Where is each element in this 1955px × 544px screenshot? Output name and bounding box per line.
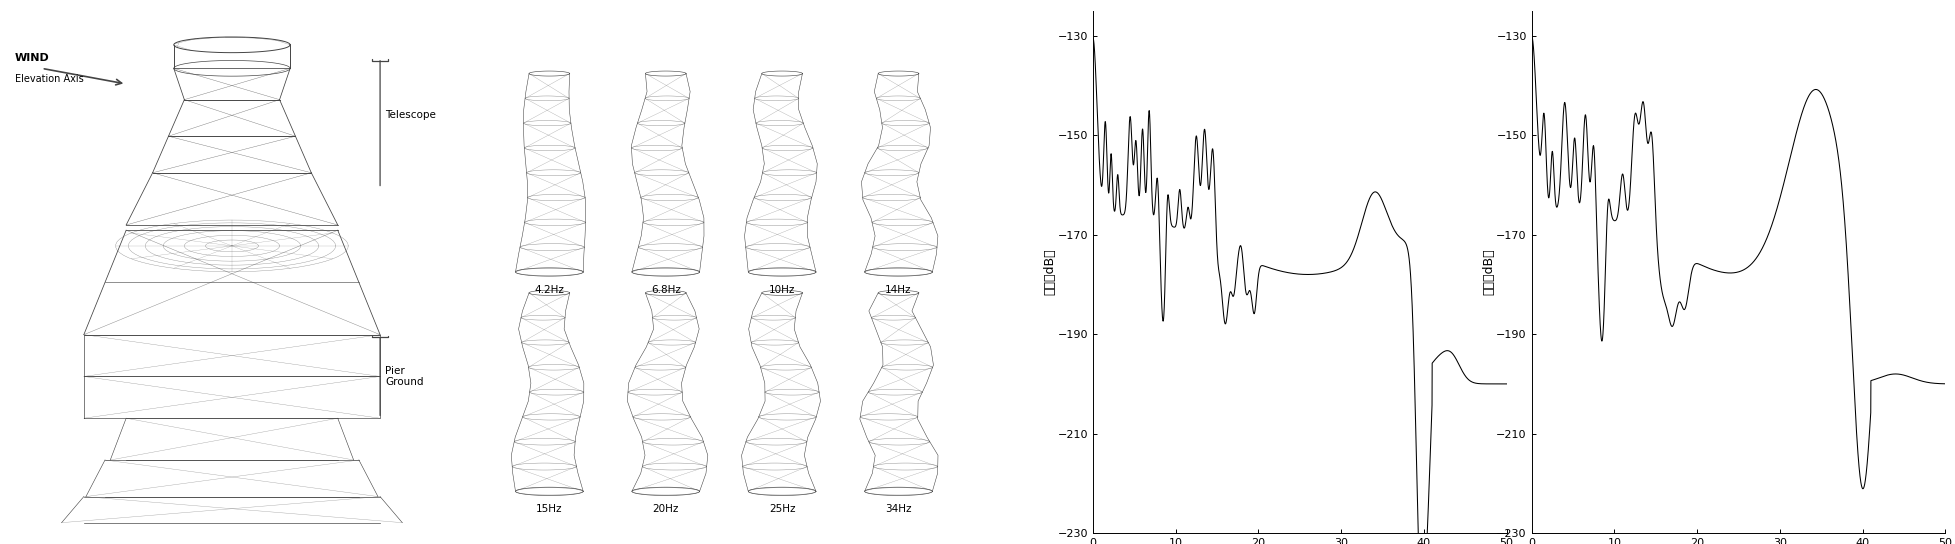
Text: Elevation Axis: Elevation Axis: [16, 74, 84, 84]
Text: 10Hz: 10Hz: [768, 285, 796, 295]
Text: Telescope: Telescope: [385, 110, 436, 120]
Text: WIND: WIND: [16, 53, 49, 63]
Y-axis label: 利得（dB）: 利得（dB）: [1482, 249, 1496, 295]
Text: 6.8Hz: 6.8Hz: [651, 285, 680, 295]
Text: 4.2Hz: 4.2Hz: [534, 285, 565, 295]
Y-axis label: 利得（dB）: 利得（dB）: [1044, 249, 1056, 295]
Text: 34Hz: 34Hz: [886, 504, 911, 515]
Text: 20Hz: 20Hz: [653, 504, 678, 515]
Text: 14Hz: 14Hz: [886, 285, 911, 295]
Text: 25Hz: 25Hz: [768, 504, 796, 515]
Text: 15Hz: 15Hz: [536, 504, 563, 515]
Text: Pier
Ground: Pier Ground: [385, 366, 424, 387]
